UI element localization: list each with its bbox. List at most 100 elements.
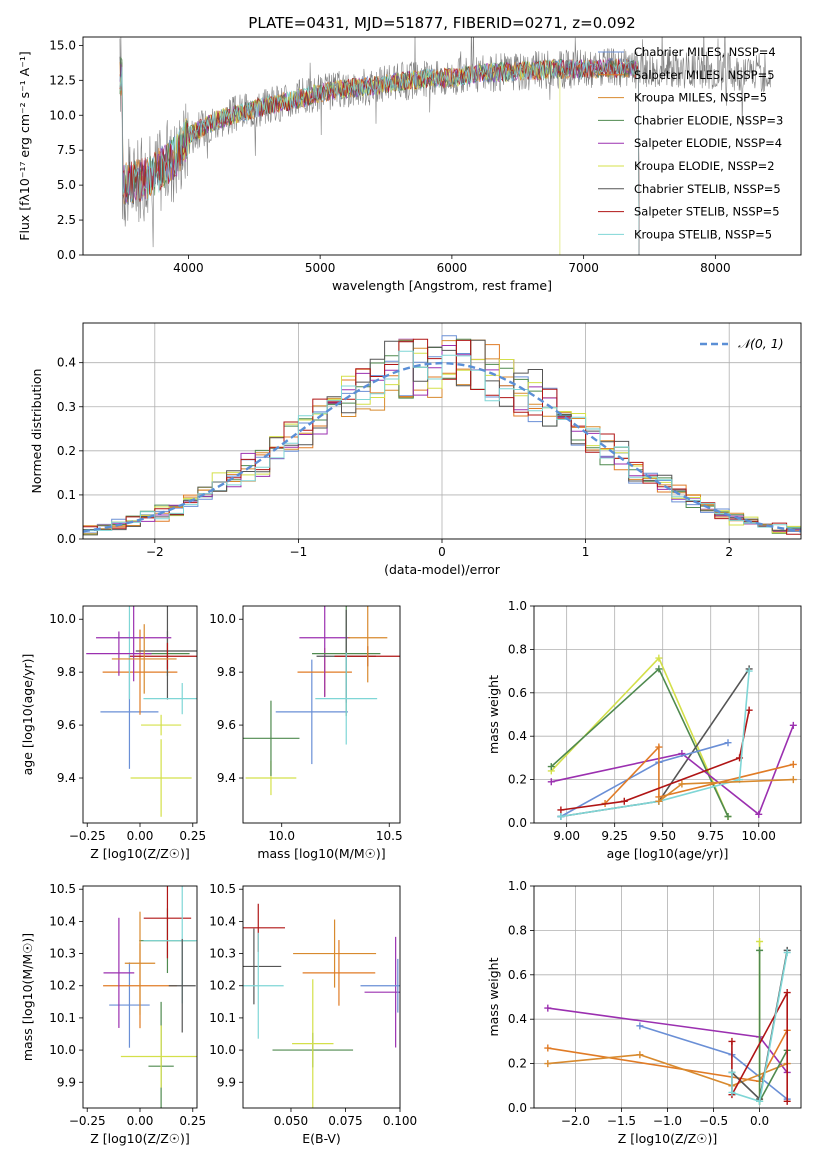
legend-entry: Salpeter MILES, NSSP=5	[634, 68, 775, 82]
model-spectrum-line	[119, 58, 640, 255]
mass-weight-marker	[655, 797, 663, 805]
y-tick-label: 0.8	[508, 923, 527, 937]
x-tick-label: 10.0	[268, 829, 295, 843]
x-axis-label: age [log10(age/yr)]	[607, 846, 729, 861]
legend-entry: Salpeter STELIB, NSSP=5	[634, 205, 780, 219]
y-tick-label: 7.5	[57, 143, 76, 157]
y-tick-label: 10.3	[49, 947, 76, 961]
plot-area	[534, 886, 801, 1108]
x-tick-label: 7000	[568, 261, 599, 275]
axes-frame	[82, 322, 802, 540]
y-tick-label: 0.2	[508, 1057, 527, 1071]
x-tick-label: −2.0	[561, 1114, 590, 1128]
legend-entry: Kroupa ELODIE, NSSP=2	[634, 159, 775, 173]
mass-weight-marker	[756, 938, 764, 945]
axes-frame	[82, 36, 802, 256]
x-tick-label: 9.50	[649, 829, 676, 843]
legend-entry: Kroupa STELIB, NSSP=5	[634, 227, 772, 241]
mass-weight-marker	[655, 654, 663, 662]
x-tick-label: 5000	[305, 261, 336, 275]
mass-weight-marker	[547, 763, 555, 771]
y-tick-label: 9.9	[217, 1075, 236, 1089]
x-tick-label: 2	[725, 545, 733, 559]
x-tick-label: 8000	[700, 261, 731, 275]
mass-weight-marker	[728, 1088, 736, 1096]
mass-weight-marker	[789, 760, 797, 768]
y-tick-label: 10.5	[209, 882, 236, 896]
plot-area	[103, 886, 197, 1108]
y-tick-label: 10.5	[49, 882, 76, 896]
mass-vs-metallicity-panel: −0.25 0.00 0.25 9.9 10.0 10.1 10.2 10.3 10.4 10.5…	[20, 882, 206, 1146]
mass-weight-marker	[756, 1097, 764, 1105]
x-tick-label: 0.25	[179, 829, 206, 843]
x-tick-label: 1	[582, 545, 590, 559]
y-tick-label: 10.0	[209, 612, 236, 626]
y-tick-label: 5.0	[57, 178, 76, 192]
y-tick-label: 9.8	[217, 665, 236, 679]
mass-weight-vs-age-panel: 9.00 9.25 9.50 9.75 10.00 0.0 0.2 0.4 0.6 0.8 1.0 a…	[486, 599, 802, 861]
x-tick-label: 0	[438, 545, 446, 559]
mass-weight-vs-metallicity-panel: −2.0 −1.5 −1.0 −0.5 0.0 0.0 0.2 0.4 0.6 0.8 1.0 Z […	[486, 879, 802, 1146]
x-tick-label: −0.5	[699, 1114, 728, 1128]
residual-histogram-step	[83, 350, 801, 536]
mass-weight-marker	[678, 780, 686, 788]
mass-weight-series-line	[731, 992, 788, 1102]
mass-weight-series-line	[604, 744, 794, 805]
y-tick-label: 0.2	[508, 773, 527, 787]
y-tick-label: 10.0	[49, 612, 76, 626]
mass-weight-marker	[789, 721, 797, 729]
mass-weight-marker	[783, 949, 791, 957]
x-tick-label: −1	[290, 545, 308, 559]
x-axis-label: Z [log10(Z/Z☉)]	[618, 1131, 718, 1146]
y-tick-label: 0.1	[57, 488, 76, 502]
y-tick-label: 9.9	[57, 1075, 76, 1089]
x-tick-label: −1.5	[607, 1114, 636, 1128]
y-tick-label: 0.4	[57, 356, 76, 370]
x-tick-label: 0.00	[127, 1114, 154, 1128]
x-axis-label: E(B-V)	[302, 1131, 341, 1146]
legend-entry: Kroupa MILES, NSSP=5	[634, 91, 767, 105]
y-tick-label: 10.3	[209, 947, 236, 961]
legend-entry: Chabrier STELIB, NSSP=5	[634, 182, 781, 196]
mass-weight-marker	[544, 1004, 552, 1012]
y-tick-label: 9.4	[217, 771, 236, 785]
plot-area	[243, 903, 400, 1108]
x-tick-label: 0.0	[750, 1114, 769, 1128]
x-tick-label: 9.75	[697, 829, 724, 843]
y-tick-label: 0.2	[57, 444, 76, 458]
mass-weight-marker	[557, 812, 565, 820]
mass-vs-ebv-panel: 0.050 0.075 0.100 9.9 10.0 10.1 10.2 10.3 10.4 10…	[209, 882, 417, 1146]
mass-weight-series-line	[560, 668, 750, 818]
x-axis-label: mass [log10(M/M☉)]	[257, 846, 385, 861]
mass-weight-marker	[745, 667, 753, 675]
y-tick-label: 10.4	[49, 914, 76, 928]
mass-weight-series-line	[560, 671, 750, 818]
y-tick-label: 0.3	[57, 400, 76, 414]
y-tick-label: 10.0	[49, 1043, 76, 1057]
x-tick-label: 0.100	[383, 1114, 417, 1128]
x-tick-label: 10.5	[376, 829, 403, 843]
mass-weight-marker	[557, 806, 565, 814]
x-axis-label: Z [log10(Z/Z☉)]	[90, 846, 190, 861]
legend-entry: Chabrier MILES, NSSP=4	[634, 45, 776, 59]
mass-weight-marker	[724, 812, 732, 820]
x-tick-label: −0.25	[69, 1114, 106, 1128]
age-vs-mass-panel: 10.0 10.5 9.4 9.6 9.8 10.0 mass [log10(M/M☉)]	[209, 605, 403, 861]
plot-area	[119, 37, 771, 255]
x-tick-label: 0.050	[274, 1114, 308, 1128]
y-tick-label: 9.6	[217, 718, 236, 732]
axes-frame	[82, 885, 198, 1109]
plot-area	[83, 323, 801, 539]
plot-area	[86, 606, 197, 817]
residual-histogram-panel: −2 −1 0 1 2 0.0 0.1 0.2 0.3 0.4 (data-model)/error…	[29, 322, 802, 577]
y-tick-label: 0.0	[57, 248, 76, 262]
y-axis-label: Flux [fλ10⁻¹⁷ erg cm⁻² s⁻¹ A⁻¹]	[17, 51, 32, 240]
x-tick-label: 6000	[437, 261, 468, 275]
x-tick-label: 9.25	[601, 829, 628, 843]
axes-frame	[82, 605, 198, 824]
mass-weight-marker	[728, 1068, 736, 1076]
axes-frame	[242, 605, 401, 824]
y-tick-label: 9.6	[57, 718, 76, 732]
model-spectrum-line	[175, 60, 561, 255]
